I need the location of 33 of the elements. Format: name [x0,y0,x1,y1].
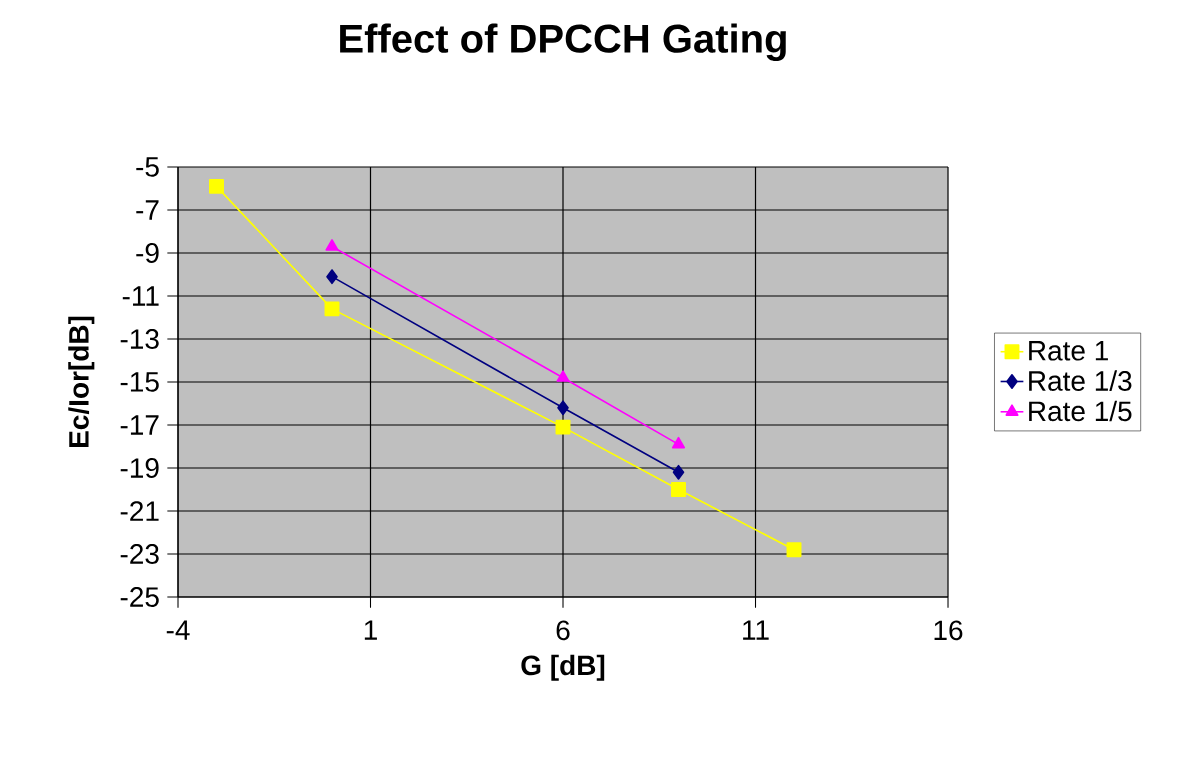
legend-label: Rate 1/5 [1029,400,1132,422]
point [209,178,224,194]
y-tick-label: -25 [120,587,159,607]
y-tick-label: -13 [120,329,159,349]
y-tick-label: -19 [120,458,159,478]
point [324,301,340,317]
y-tick-label: -21 [120,501,159,521]
y-tick-label: -17 [120,415,159,435]
point [325,239,339,251]
y-tick-label: -11 [122,286,159,306]
y-tick-label: -15 [120,372,159,392]
x-tick-label: 6 [556,620,570,641]
x-axis-title: G [dB] [521,654,605,681]
x-tick-label: 16 [934,620,963,641]
point [556,370,570,382]
x-tick-label: 11 [743,620,769,640]
x-tick-label: -4 [166,620,190,640]
legend-label: Rate 1/3 [1029,370,1132,391]
y-tick-label: -9 [136,243,159,263]
point [557,400,569,416]
y-tick-label: -23 [120,544,159,564]
point [326,269,338,285]
y-tick-label: -5 [136,157,159,177]
point [786,542,802,558]
point [555,419,571,435]
point [671,436,686,449]
y-tick-label: -7 [136,200,159,220]
legend-label: Rate 1 [1029,341,1108,361]
chart-title: Effect of DPCCH Gating [340,23,786,61]
y-axis-title: Ec/Ior[dB] [68,316,95,448]
point [672,464,685,480]
x-tick-label: 1 [364,620,377,640]
point [671,482,686,497]
